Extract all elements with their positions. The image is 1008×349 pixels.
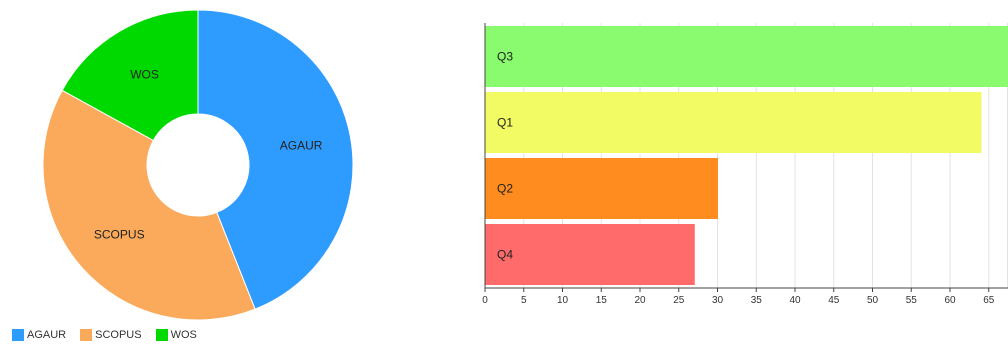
x-tick-label: 10 [557,295,569,306]
bar-q2[interactable] [485,158,719,219]
legend-swatch-wos [155,329,168,341]
x-tick-label: 40 [789,295,801,306]
bar-label-q3: Q3 [497,50,513,64]
legend-label-wos: WOS [170,329,197,341]
slice-label-agaur: AGAUR [280,138,323,152]
x-tick-label: 0 [482,295,488,306]
legend-label-agaur: AGAUR [27,329,67,341]
x-tick-label: 60 [944,295,956,306]
x-tick-label: 30 [712,295,724,306]
x-tick-label: 15 [596,295,608,306]
x-tick-label: 45 [828,295,840,306]
x-tick-label: 20 [634,295,646,306]
x-tick-label: 35 [751,295,763,306]
bar-label-q2: Q2 [497,182,513,196]
legend-label-scopus: SCOPUS [95,329,142,341]
legend-item-wos[interactable]: WOS [155,329,197,341]
x-tick-label: 50 [867,295,879,306]
x-tick-label: 5 [521,295,527,306]
x-tick-label: 25 [673,295,685,306]
x-tick-label: 55 [906,295,918,306]
bar-chart: Q3 Q1 Q2 Q4 0 5 10 15 20 25 30 35 40 45 50 55 60 65 [482,23,1008,306]
donut-chart: AGAUR SCOPUS WOS [42,9,354,321]
legend-swatch-agaur [12,329,24,341]
bar-q3[interactable] [485,26,1008,87]
bar-label-q4: Q4 [497,248,513,262]
slice-scopus[interactable] [42,89,256,321]
legend-item-scopus[interactable]: SCOPUS [80,329,142,341]
bar-q1[interactable] [485,92,982,153]
slice-wos[interactable] [61,9,199,142]
slice-agaur[interactable] [197,9,354,310]
bar-q4[interactable] [485,224,695,285]
legend-swatch-scopus [80,329,93,341]
slice-label-wos: WOS [130,68,159,82]
slice-label-scopus: SCOPUS [94,227,145,241]
bar-label-q1: Q1 [497,116,513,130]
donut-legend: AGAUR SCOPUS WOS [12,329,197,341]
legend-item-agaur[interactable]: AGAUR [12,329,66,341]
x-tick-label: 65 [983,295,995,306]
